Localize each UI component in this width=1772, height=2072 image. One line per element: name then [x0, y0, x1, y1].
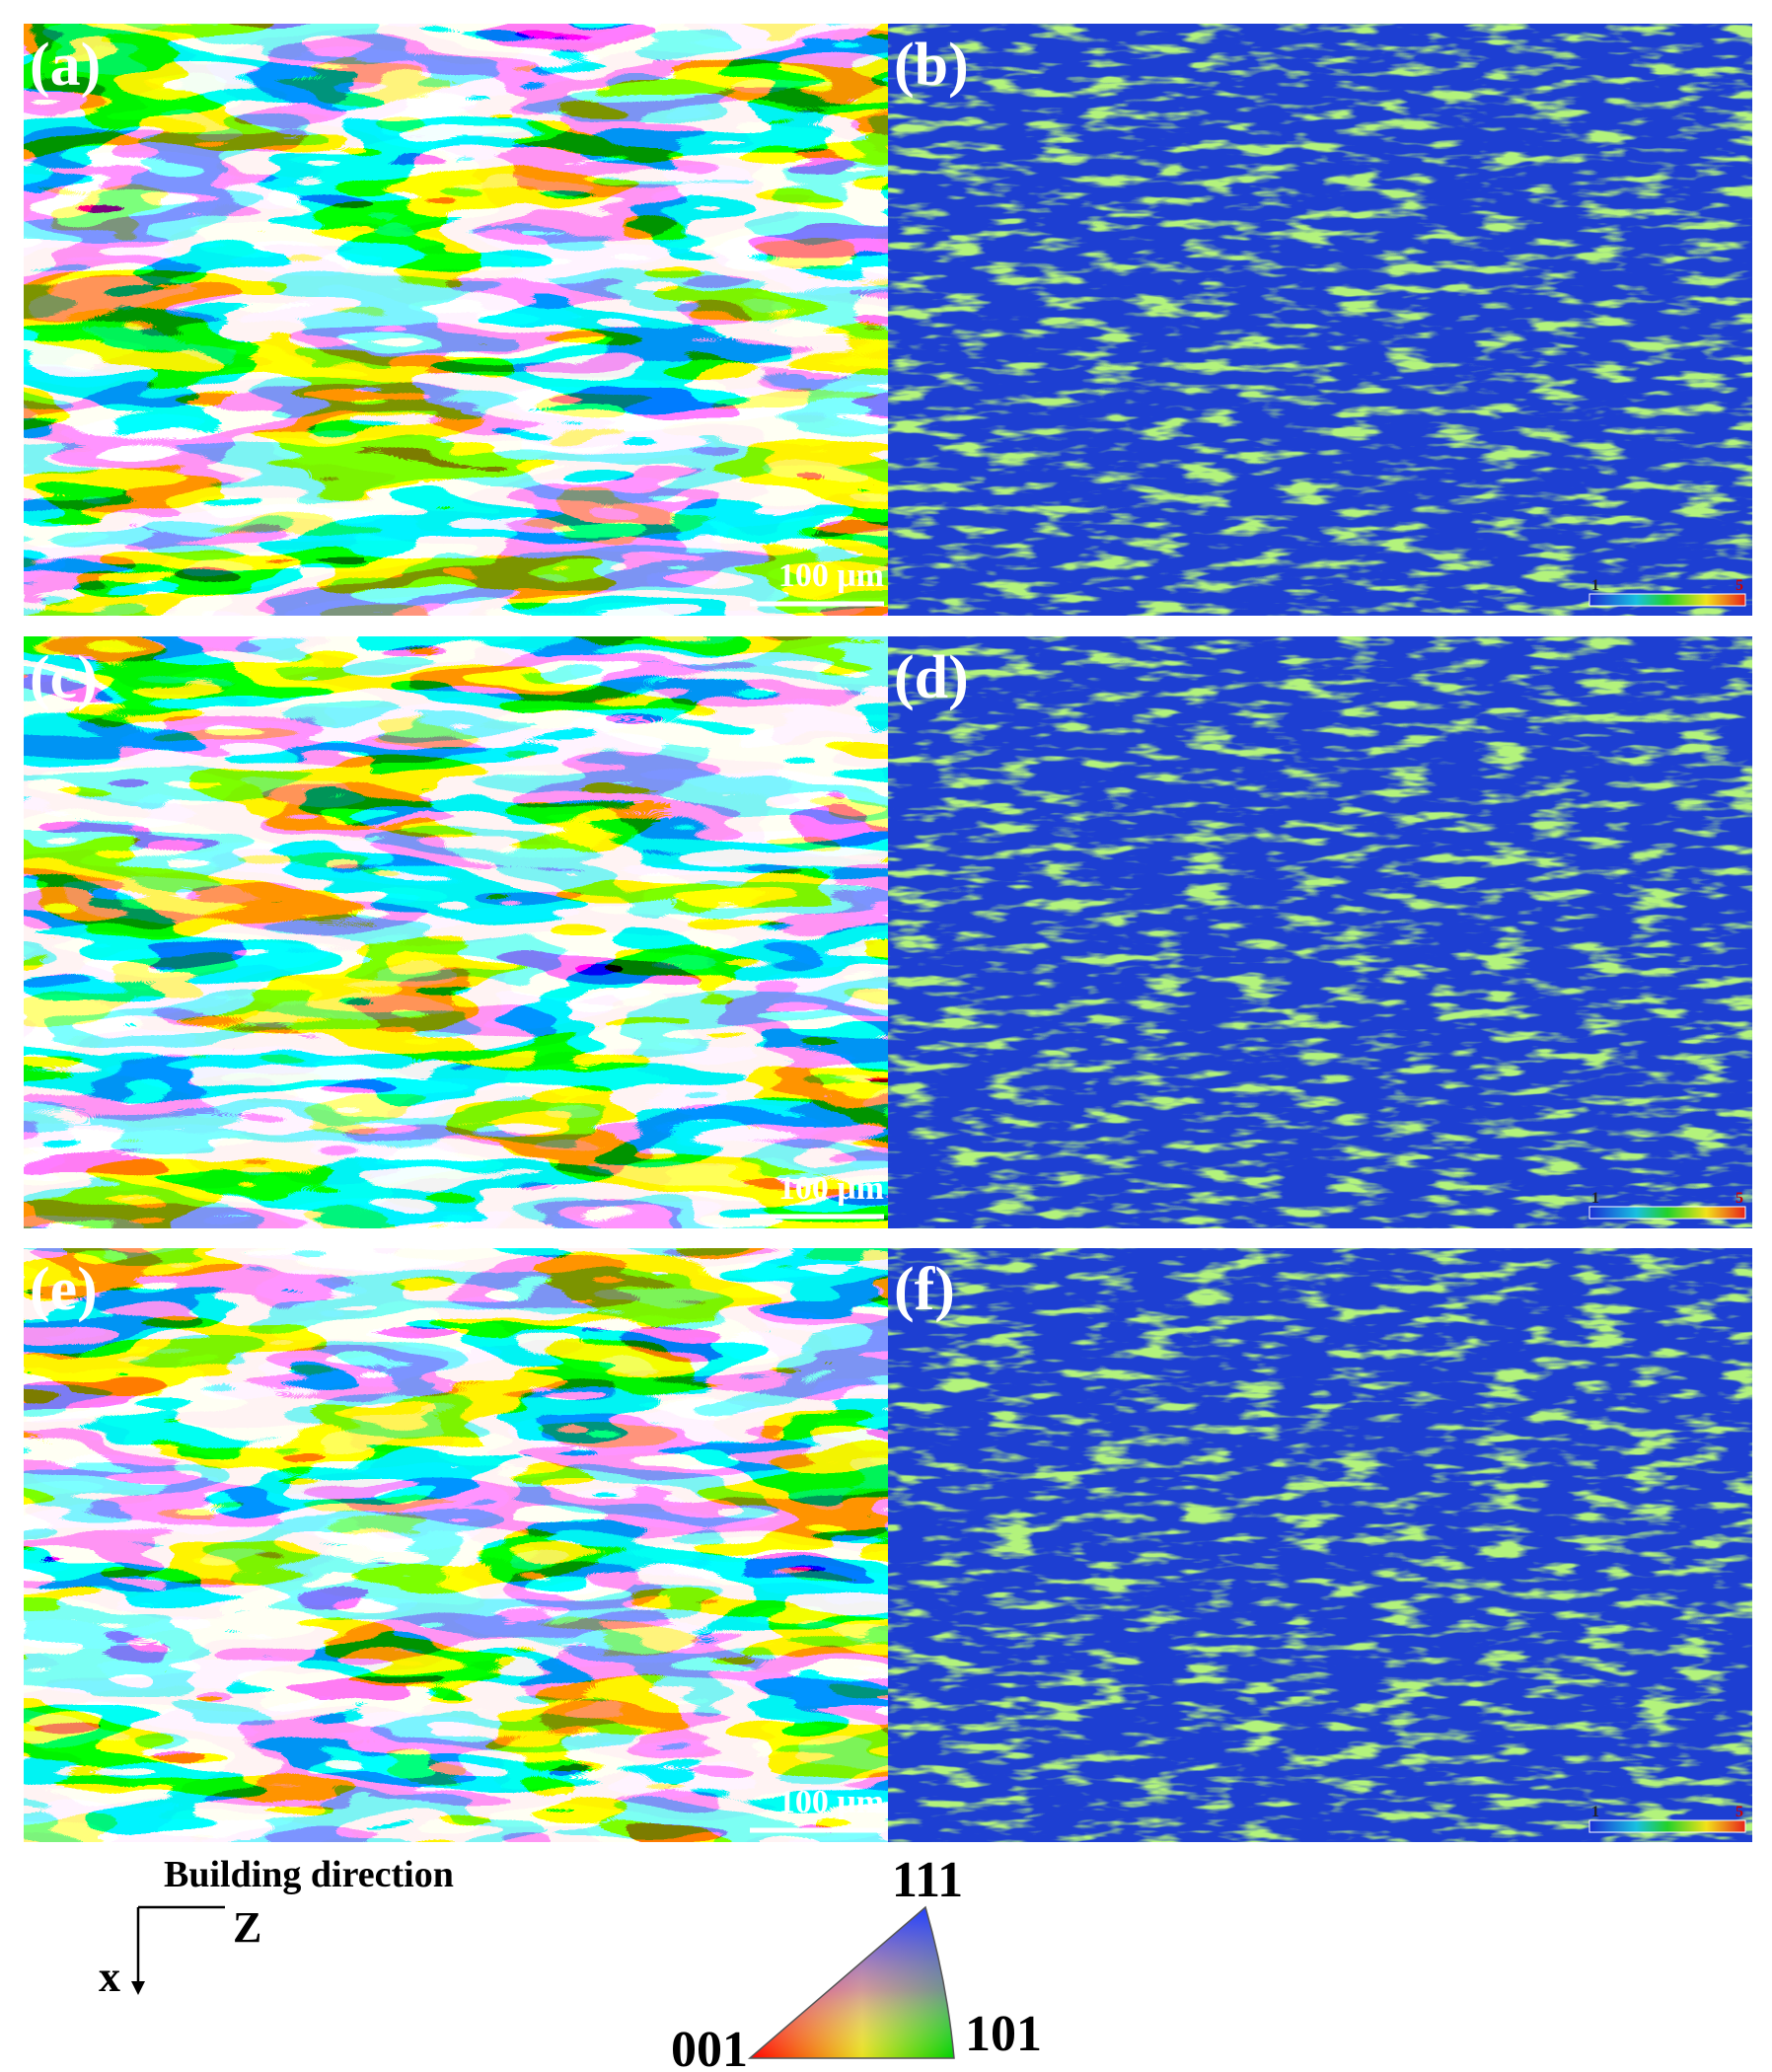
ipf-left-label: 001 [671, 2022, 748, 2072]
kam-texture [888, 1248, 1752, 1842]
panels: 100 μm (a) 1 5 (b) 100 μm (c) 1 5 (d) 100 μm (e) 1 5 (… [24, 24, 1752, 1842]
colorbar-max: 5 [1735, 577, 1743, 594]
scale-bar-label: 100 μm [778, 1170, 884, 1207]
panel-label: (b) [894, 32, 969, 99]
panel-label: (e) [30, 1256, 98, 1323]
kam-texture [888, 24, 1752, 616]
ipf-triangle-overlay [747, 1905, 955, 2059]
arrow-head [131, 1981, 145, 1995]
ipf-top-label: 111 [892, 1852, 963, 1908]
z-label: Z [233, 1903, 261, 1952]
colorbar-max: 5 [1735, 1190, 1743, 1207]
ipf-map [24, 636, 888, 1228]
colorbar [1588, 593, 1746, 607]
colorbar-min: 1 [1591, 577, 1599, 594]
orientation-key: Building direction Z x 111 001 101 [99, 1852, 1042, 2072]
ipf-map [24, 24, 888, 616]
x-label: x [99, 1953, 120, 2001]
colorbar-max: 5 [1735, 1804, 1743, 1820]
panel-label: (f) [894, 1256, 955, 1323]
ipf-right-label: 101 [965, 2006, 1042, 2062]
colorbar-min: 1 [1591, 1190, 1599, 1207]
scale-bar-label: 100 μm [778, 557, 884, 594]
kam-texture [888, 636, 1752, 1228]
ipf-map [24, 1248, 888, 1842]
panel-label: (d) [894, 644, 969, 711]
panel-label: (a) [30, 32, 101, 99]
scale-bar-label: 100 μm [778, 1784, 884, 1820]
colorbar [1588, 1819, 1746, 1833]
colorbar [1588, 1206, 1746, 1220]
axes-title: Building direction [164, 1854, 454, 1895]
panel-label: (c) [30, 644, 98, 711]
colorbar-min: 1 [1591, 1804, 1599, 1820]
